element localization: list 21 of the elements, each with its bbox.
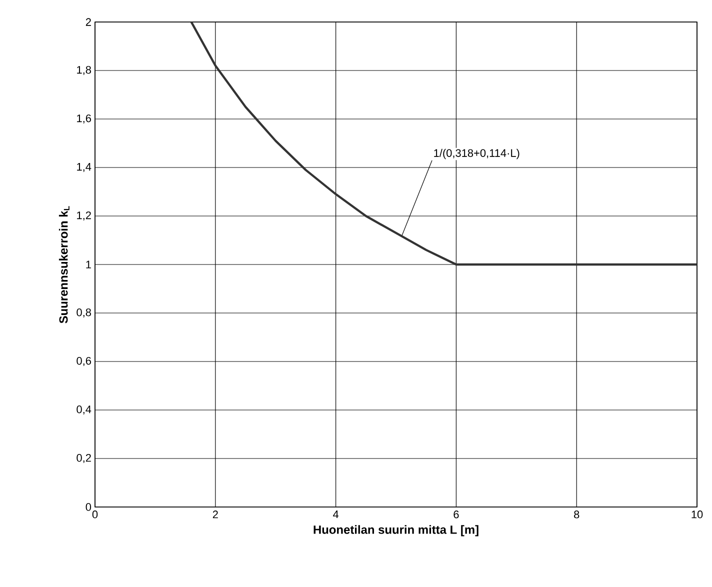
y-tick-label: 1,2 [77,211,91,221]
x-tick-label: 0 [92,510,98,518]
annotation: 1/(0,318+0,114·L) [434,148,520,160]
y-tick-label: 0,6 [76,356,91,366]
y-tick-label: 1,8 [77,66,91,76]
x-tick-label: 6 [454,510,459,518]
y-tick-label: 0,8 [76,308,91,318]
x-tick-label: 10 [692,510,703,518]
y-tick-label: 0,4 [76,405,92,415]
y-axis-title: Suurennsukerroin k$_{L}$ [58,206,70,324]
x-axis-title: Huonetilan suurin mitta L [m] [314,525,478,536]
x-tick-label: 2 [212,510,218,518]
line-series [190,22,698,266]
y-tick-label: 1,6 [77,114,91,124]
x-tick-label: 8 [574,510,580,518]
y-tick-label: 1,4 [77,163,92,172]
y-tick-label: 0,2 [76,454,91,464]
y-tick-label: 1 [86,260,91,268]
y-tick-label: 0 [86,503,92,511]
x-tick-label: 4 [333,510,339,518]
y-tick-label: 2 [86,18,91,26]
